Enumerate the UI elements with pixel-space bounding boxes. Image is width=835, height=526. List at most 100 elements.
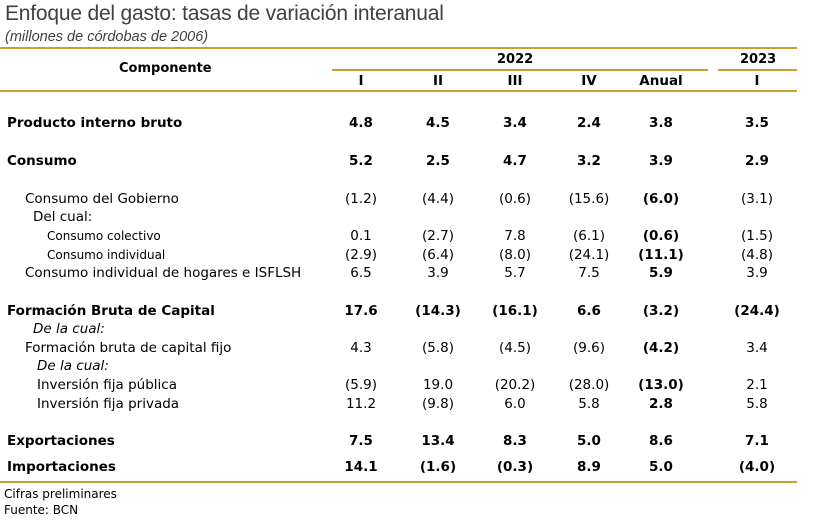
cell: (2.7) (421, 228, 454, 244)
column-header-q3: III (507, 73, 523, 89)
year-rule-2022 (332, 69, 708, 71)
cell: (0.3) (496, 459, 534, 475)
cell: 7.5 (349, 433, 373, 449)
cell: (9.8) (421, 396, 454, 412)
cell: (1.2) (344, 191, 377, 207)
row-label-de-la-cual: De la cual: (33, 321, 105, 337)
cell: (24.1) (568, 247, 610, 263)
cell: (20.2) (494, 377, 536, 393)
cell: (0.6) (498, 191, 531, 207)
row-label-inversion-publica: Inversión fija pública (37, 377, 177, 393)
column-header-2023-q1: I (754, 73, 760, 89)
cell: (16.1) (492, 303, 538, 319)
cell: (11.1) (638, 247, 684, 263)
cell: 5.9 (649, 265, 673, 281)
cell: 2.8 (649, 396, 673, 412)
cell: 4.5 (426, 115, 450, 131)
cell: 5.8 (746, 396, 768, 412)
cell: 5.8 (578, 396, 600, 412)
row-label-fbk: Formación Bruta de Capital (7, 303, 215, 319)
bottom-rule (0, 481, 797, 483)
cell: 5.7 (504, 265, 526, 281)
row-label-consumo-hogares: Consumo individual de hogares e ISFLSH (25, 265, 302, 281)
cell: 3.4 (746, 340, 768, 356)
cell: (28.0) (568, 377, 610, 393)
cell: (15.6) (568, 191, 610, 207)
row-label-exportaciones: Exportaciones (7, 433, 115, 449)
cell: 3.9 (427, 265, 449, 281)
cell: 0.1 (350, 228, 372, 244)
cell: (1.5) (740, 228, 773, 244)
row-label-consumo-gobierno: Consumo del Gobierno (25, 191, 179, 207)
cell: 19.0 (422, 377, 454, 393)
cell: (4.4) (421, 191, 454, 207)
cell: (24.4) (734, 303, 780, 319)
footnote-fuente: Fuente: BCN (4, 503, 79, 517)
cell: (14.3) (415, 303, 461, 319)
row-label-consumo-individual: Consumo individual (47, 248, 166, 262)
row-label-importaciones: Importaciones (7, 459, 116, 475)
cell: 4.7 (503, 153, 527, 169)
cell: (6.4) (421, 247, 454, 263)
cell: 3.9 (746, 265, 768, 281)
footnote-preliminares: Cifras preliminares (4, 487, 117, 501)
row-label-consumo-colectivo: Consumo colectivo (47, 229, 161, 243)
header-bottom-rule (0, 90, 797, 92)
cell: (4.8) (740, 247, 773, 263)
cell: 2.4 (577, 115, 601, 131)
cell: 13.4 (421, 433, 455, 449)
cell: 3.4 (503, 115, 527, 131)
column-header-q1: I (358, 73, 364, 89)
cell: 2.9 (745, 153, 769, 169)
cell: 7.5 (578, 265, 600, 281)
year-header-2022: 2022 (497, 52, 534, 67)
cell: 2.5 (426, 153, 450, 169)
column-header-q2: II (432, 73, 444, 89)
cell: 7.1 (745, 433, 769, 449)
column-header-anual: Anual (639, 73, 683, 89)
cell: (0.6) (642, 228, 680, 244)
cell: (4.2) (642, 340, 680, 356)
cell: 11.2 (345, 396, 377, 412)
cell: (5.8) (421, 340, 454, 356)
row-label-consumo: Consumo (7, 153, 77, 169)
cell: 6.0 (504, 396, 526, 412)
cell: 14.1 (344, 459, 378, 475)
cell: 3.9 (649, 153, 673, 169)
cell: 2.1 (746, 377, 768, 393)
cell: 4.3 (350, 340, 372, 356)
cell: (6.0) (642, 191, 680, 207)
cell: 5.0 (649, 459, 673, 475)
column-header-componente: Componente (119, 61, 212, 76)
row-label-de-la-cual-2: De la cual: (37, 358, 109, 374)
table-subtitle: (millones de córdobas de 2006) (5, 29, 209, 45)
top-rule (0, 47, 797, 49)
cell: 3.5 (745, 115, 769, 131)
row-label-pib: Producto interno bruto (7, 115, 183, 131)
column-header-q4: IV (581, 73, 597, 89)
row-label-inversion-privada: Inversión fija privada (37, 396, 180, 412)
cell: (5.9) (344, 377, 377, 393)
cell: (13.0) (638, 377, 684, 393)
cell: 8.9 (577, 459, 601, 475)
cell: 8.3 (503, 433, 527, 449)
cell: 3.8 (649, 115, 673, 131)
cell: (6.1) (572, 228, 605, 244)
row-label-fbkf: Formación bruta de capital fijo (25, 340, 232, 356)
year-rule-2023 (718, 69, 797, 71)
cell: 5.2 (349, 153, 373, 169)
cell: (8.0) (498, 247, 531, 263)
cell: 6.6 (577, 303, 601, 319)
cell: 8.6 (649, 433, 673, 449)
row-label-del-cual: Del cual: (33, 209, 93, 225)
cell: (2.9) (344, 247, 377, 263)
cell: (4.5) (498, 340, 531, 356)
cell: (3.2) (642, 303, 680, 319)
cell: 6.5 (350, 265, 372, 281)
cell: 7.8 (504, 228, 526, 244)
cell: 4.8 (349, 115, 373, 131)
table-title: Enfoque del gasto: tasas de variación in… (5, 2, 444, 25)
cell: 5.0 (577, 433, 601, 449)
cell: (9.6) (572, 340, 605, 356)
cell: (1.6) (419, 459, 457, 475)
